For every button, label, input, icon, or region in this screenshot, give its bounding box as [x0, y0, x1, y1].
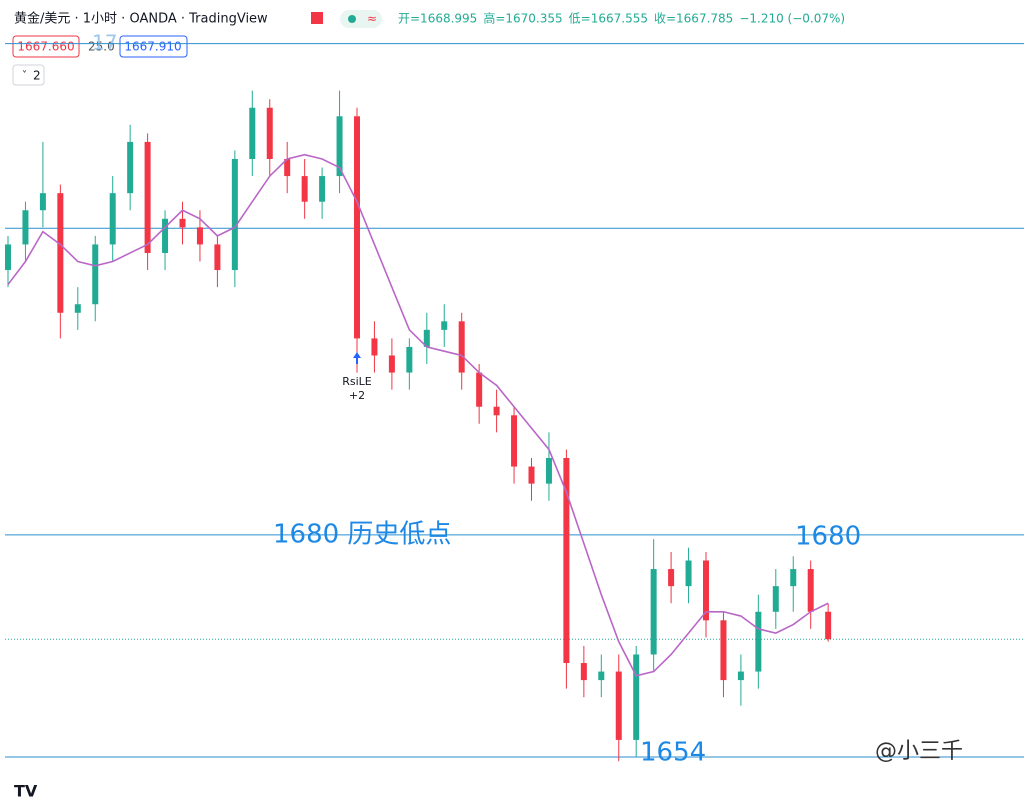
candle-body	[441, 321, 448, 330]
signal-label: RsiLE	[342, 375, 372, 388]
candle-body	[5, 244, 11, 271]
annotation: 1680 历史低点	[273, 520, 451, 550]
ohlc-item: 收=1667.785	[654, 12, 733, 26]
plot: RsiLE+2	[5, 43, 1024, 762]
candle-body	[685, 560, 692, 587]
annotation: 1680	[795, 522, 861, 552]
candle-body	[598, 671, 605, 681]
candle-body	[668, 569, 675, 587]
ohlc: 开=1668.995 高=1670.355 低=1667.555 收=1667.785…	[398, 11, 845, 26]
candle-body	[580, 663, 587, 681]
badges: 1667.660 25.0 17 1667.910 ˅ 2	[12, 31, 188, 86]
badge-text: 1667.910	[124, 40, 181, 54]
ohlc-item: 开=1668.995	[398, 12, 477, 26]
candle-body	[144, 141, 151, 253]
badge-text: 25.0	[88, 40, 115, 54]
candle-body	[755, 611, 762, 672]
candle-body	[319, 176, 326, 202]
signal-arrow	[353, 352, 361, 364]
status-icon: ≈	[367, 12, 377, 26]
candle-body	[162, 218, 169, 253]
badge	[12, 35, 80, 58]
candle-body	[109, 193, 116, 245]
candle-body	[458, 321, 465, 373]
candle-body	[825, 611, 832, 640]
candle-body	[493, 406, 500, 416]
candle-body	[423, 329, 430, 347]
annotations: 1680 历史低点 1680 1654	[273, 520, 861, 768]
header: 黄金/美元 · 1小时 · OANDA · TradingView ≈	[14, 10, 382, 28]
logo: TV	[14, 782, 38, 798]
candle-body	[476, 372, 483, 407]
candle-body	[633, 654, 640, 740]
candle-body	[807, 569, 814, 612]
symbol: 黄金/美元 · 1小时 · OANDA · TradingView	[14, 11, 268, 27]
faded-label: 17	[92, 31, 117, 55]
signal-sub: +2	[349, 389, 365, 402]
candle-body	[737, 671, 744, 681]
candle-body	[772, 586, 779, 612]
candle-body	[266, 107, 273, 159]
candle-body	[703, 560, 709, 621]
badge-text: 1667.660	[17, 40, 74, 54]
collapse-count: 2	[33, 69, 41, 83]
candle-body	[249, 107, 256, 159]
candle-body	[528, 466, 535, 484]
candle-body	[650, 569, 657, 655]
chevron: ˅	[22, 69, 27, 81]
annotation: 1654	[640, 738, 706, 768]
candle-body	[231, 158, 238, 271]
ohlc-item: 高=1670.355	[483, 11, 562, 26]
collapse-button[interactable]	[12, 64, 45, 86]
candle-body	[371, 338, 378, 356]
flag	[311, 12, 323, 24]
badge	[119, 35, 188, 58]
candle-body	[127, 141, 134, 194]
candle-body	[92, 244, 99, 305]
candle-body	[22, 210, 29, 245]
status-pill	[340, 10, 382, 28]
candle-body	[196, 227, 203, 245]
candle-body	[336, 116, 343, 177]
ohlc-item: 低=1667.555	[569, 12, 648, 26]
ohlc-item: −1.210 (−0.07%)	[739, 12, 845, 26]
candle-body	[563, 457, 570, 664]
candle-body	[388, 355, 395, 373]
candle-body	[301, 176, 308, 202]
moving-average	[7, 153, 829, 677]
candle-body	[545, 457, 552, 484]
status-dot	[348, 15, 356, 23]
candle-body	[790, 569, 797, 587]
candle-body	[615, 671, 622, 740]
candle-body	[57, 193, 64, 313]
candle-body	[284, 158, 291, 177]
candle-body	[354, 116, 360, 339]
candle-body	[39, 193, 46, 211]
candle-body	[406, 346, 413, 373]
candle-body	[74, 304, 81, 313]
candle-body	[214, 244, 221, 271]
candle-body	[179, 218, 186, 228]
watermark: @小三千	[875, 739, 963, 764]
candle-body	[720, 620, 727, 681]
candle-body	[511, 415, 518, 467]
